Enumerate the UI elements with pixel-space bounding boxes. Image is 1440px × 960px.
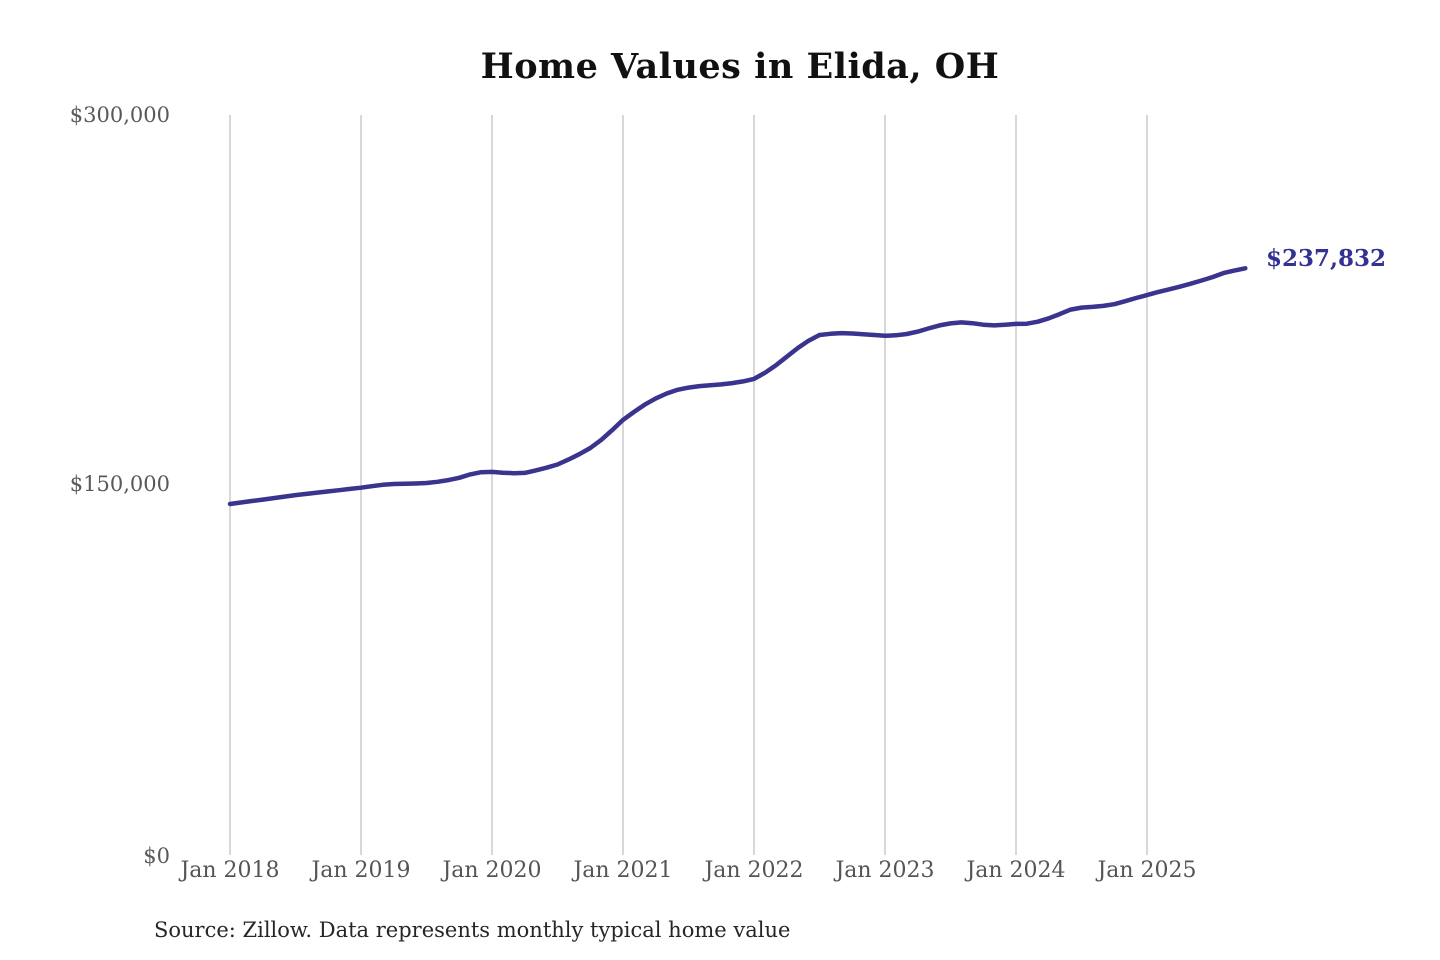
x-tick-label-jan-2021: Jan 2021 [573,858,673,883]
y-tick-label-150000: $150,000 [69,472,170,496]
y-tick-label-300000: $300,000 [69,103,170,127]
source-note: Source: Zillow. Data represents monthly … [154,918,791,942]
x-tick-label-jan-2024: Jan 2024 [966,858,1066,883]
x-tick-label-jan-2022: Jan 2022 [704,858,804,883]
year-gridlines [229,115,1148,855]
x-tick-label-jan-2018: Jan 2018 [180,858,280,883]
latest-value-label: $237,832 [1266,245,1387,272]
home-value-line-series [227,266,1248,507]
x-tick-label-jan-2019: Jan 2019 [311,858,411,883]
chart-title: Home Values in Elida, OH [480,46,1000,87]
x-tick-label-jan-2025: Jan 2025 [1097,858,1197,883]
x-tick-label-jan-2020: Jan 2020 [442,858,542,883]
x-tick-label-jan-2023: Jan 2023 [835,858,935,883]
y-tick-label-0: $0 [143,844,170,868]
